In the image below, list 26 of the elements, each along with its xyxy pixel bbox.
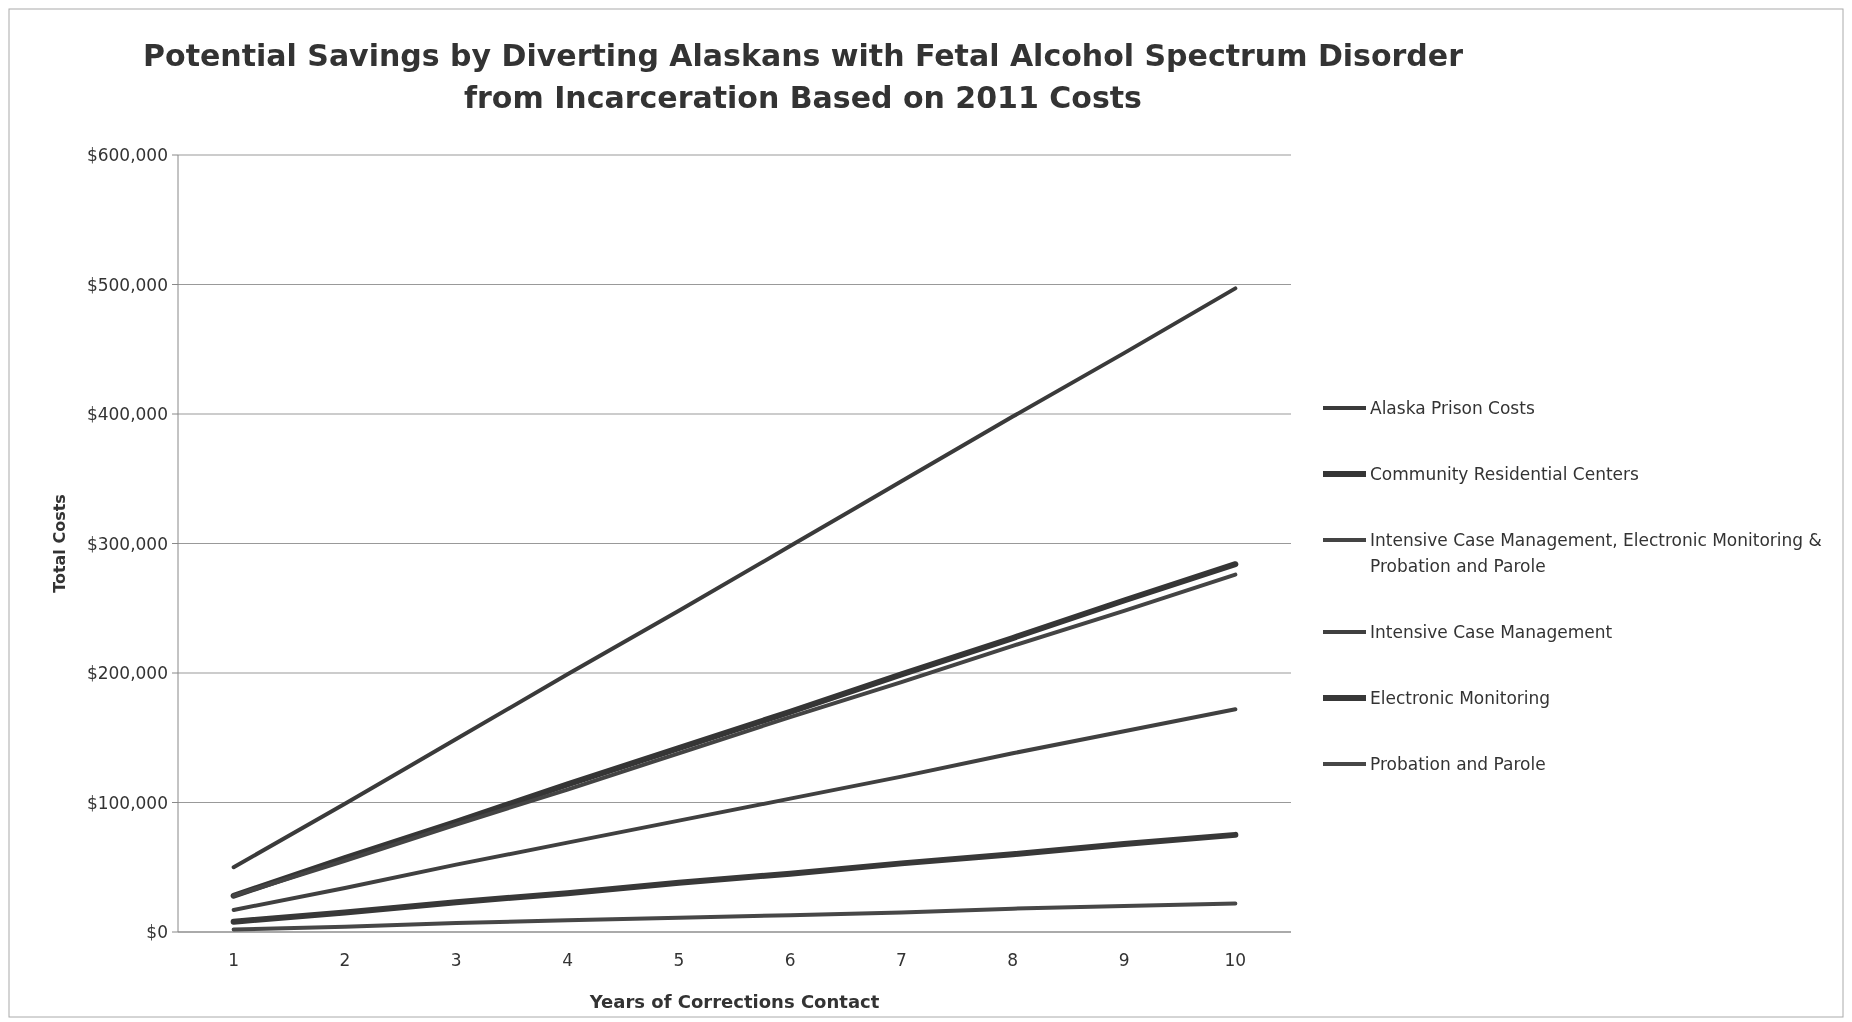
x-tick-label: 10 [1224,950,1247,970]
legend-label: Electronic Monitoring [1370,688,1551,708]
y-tick-label: $200,000 [86,663,168,683]
legend-label: Probation and Parole [1370,754,1546,774]
x-tick-label: 6 [784,950,796,970]
x-tick-label: 7 [896,950,907,970]
x-axis-title: Years of Corrections Contact [588,991,880,1012]
x-tick-label: 8 [1007,950,1019,970]
legend-label: Alaska Prison Costs [1370,398,1535,418]
legend-label: Community Residential Centers [1370,464,1640,484]
y-tick-label: $100,000 [86,792,168,813]
legend-label: Intensive Case Management [1370,622,1613,642]
x-tick-label: 5 [673,950,685,970]
x-tick-label: 1 [228,950,240,970]
y-tick-label: $500,000 [86,274,168,295]
x-tick-label: 9 [1118,950,1130,970]
legend-label: Intensive Case Management, Electronic Monitoring & Probation and Parole [1370,530,1822,576]
y-tick-label: $600,000 [86,145,168,165]
y-axis-title: Total Costs [50,494,69,593]
x-tick-label: 4 [562,950,573,970]
y-tick-label: $300,000 [86,533,168,554]
x-tick-label: 3 [450,950,462,970]
chart-title: Potential Savings by Diverting Alaskans with Fetal Alcohol Spectrum Disorder from Incarceration Based on 2011 Costs [143,38,1464,115]
x-tick-label: 2 [339,950,351,970]
y-tick-label: $400,000 [86,404,168,424]
y-tick-label: $0 [146,922,168,942]
